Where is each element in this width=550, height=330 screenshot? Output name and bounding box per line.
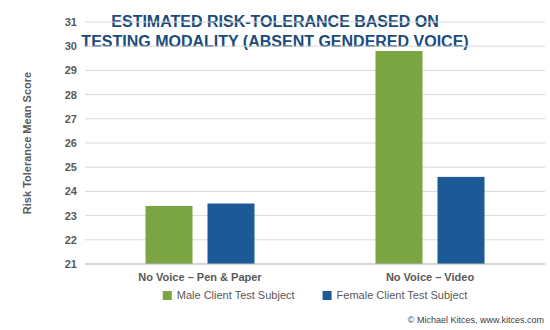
legend-label: Male Client Test Subject [177, 289, 295, 301]
y-axis-label: Risk Tolerance Mean Score [21, 72, 33, 214]
title-line: TESTING MODALITY (ABSENT GENDERED VOICE) [81, 33, 468, 50]
grid-line [85, 143, 545, 144]
grid-line [85, 264, 545, 265]
legend-label: Female Client Test Subject [337, 289, 468, 301]
y-tick-label: 22 [65, 234, 77, 246]
y-tick-label: 28 [65, 89, 77, 101]
x-tick-label: No Voice – Video [386, 271, 475, 283]
y-tick-label: 24 [65, 185, 78, 197]
grid-line [85, 94, 545, 95]
grid-line [85, 46, 545, 47]
x-tick-label: No Voice – Pen & Paper [138, 271, 262, 283]
bars [146, 51, 485, 264]
legend-item: Male Client Test Subject [163, 289, 295, 301]
bar [376, 51, 423, 264]
grid-line [85, 118, 545, 119]
chart-container: ESTIMATED RISK-TOLERANCE BASED ONTESTING… [0, 0, 550, 330]
y-tick-label: 31 [65, 16, 77, 28]
x-axis-line [85, 264, 545, 265]
grid-line [85, 167, 545, 168]
legend: Male Client Test Subject Female Client Te… [163, 289, 467, 301]
y-tick-label: 29 [65, 64, 77, 76]
chart-svg: ESTIMATED RISK-TOLERANCE BASED ONTESTING… [0, 0, 550, 330]
grid-line [85, 22, 545, 23]
bar [208, 204, 255, 265]
y-tick-label: 21 [65, 258, 77, 270]
bar [146, 206, 193, 264]
grid-line [85, 70, 545, 71]
legend-item: Female Client Test Subject [323, 289, 468, 301]
legend-swatch [323, 291, 332, 300]
legend-swatch [163, 291, 172, 300]
background [0, 0, 550, 330]
y-tick-label: 27 [65, 113, 77, 125]
y-tick-label: 26 [65, 137, 77, 149]
bar [438, 177, 485, 264]
y-tick-label: 23 [65, 210, 77, 222]
y-tick-label: 25 [65, 161, 77, 173]
y-tick-label: 30 [65, 40, 77, 52]
source-note: © Michael Kitces, www.kitces.com [408, 315, 544, 325]
title: ESTIMATED RISK-TOLERANCE BASED ONTESTING… [81, 13, 468, 50]
